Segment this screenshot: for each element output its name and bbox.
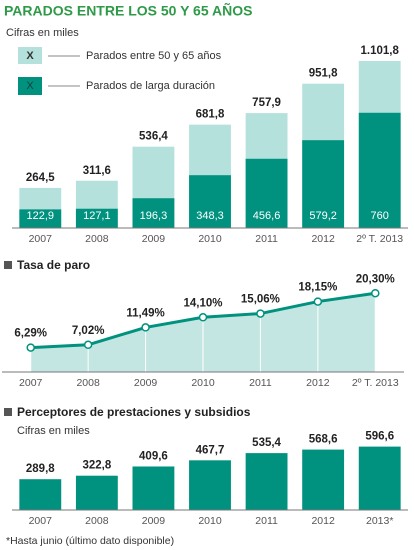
bar: [302, 140, 345, 228]
data-label: 322,8: [82, 460, 111, 472]
bar: [132, 466, 175, 510]
x-tick-label: 2008: [85, 233, 109, 245]
data-label: 6,29%: [14, 328, 47, 340]
bar: [245, 453, 288, 510]
x-tick-label: 2007: [19, 377, 43, 389]
legend-label: Parados entre 50 y 65 años: [86, 50, 222, 62]
data-label: 536,4: [139, 131, 168, 143]
data-label: 14,10%: [183, 297, 222, 309]
x-tick-label: 2008: [85, 515, 109, 527]
bullet: [4, 261, 12, 269]
point: [141, 323, 150, 332]
x-tick-label: 2010: [191, 377, 215, 389]
point: [256, 309, 265, 318]
data-label: 311,6: [83, 165, 111, 177]
x-tick-label: 2º T. 2013: [352, 377, 399, 389]
bar: [189, 175, 231, 228]
x-tick-label: 2007: [29, 233, 53, 245]
bullet: [4, 408, 12, 416]
bar: [19, 479, 62, 510]
legend-marker: X: [26, 50, 34, 62]
point: [198, 313, 208, 322]
data-label: 681,8: [196, 109, 225, 121]
bar: [302, 449, 345, 510]
point: [371, 288, 380, 298]
x-tick-label: 2009: [142, 515, 166, 527]
bar: [358, 112, 401, 228]
data-label: 456,6: [253, 210, 281, 222]
x-tick-label: 2011: [255, 233, 278, 245]
bar: [358, 446, 401, 510]
chart-title: Perceptores de prestaciones y subsidios: [17, 405, 251, 419]
data-label: 264,5: [26, 172, 55, 184]
data-label: 18,15%: [298, 282, 337, 294]
x-tick-label: 2012: [311, 515, 335, 527]
data-label: 7,02%: [72, 325, 105, 337]
bar: [75, 475, 118, 510]
x-tick-label: 2010: [198, 515, 222, 527]
data-label: 20,30%: [356, 273, 395, 285]
legend-label: Parados de larga duración: [86, 80, 215, 92]
data-label: 757,9: [252, 97, 281, 109]
data-label: 289,8: [26, 463, 55, 475]
x-tick-label: 2007: [29, 515, 53, 527]
data-label: 760: [371, 210, 389, 222]
x-tick-label: 2012: [306, 377, 330, 389]
data-label: 596,6: [365, 431, 394, 443]
point: [313, 297, 323, 306]
bar: [189, 460, 231, 510]
data-label: 348,3: [196, 210, 224, 222]
x-tick-label: 2009: [142, 233, 166, 245]
data-label: 127,1: [83, 210, 111, 222]
data-label: 579,2: [309, 210, 337, 222]
legend-swatch: [18, 77, 42, 95]
data-label: 951,8: [309, 68, 338, 80]
legend-swatch: [18, 47, 42, 64]
data-label: 409,6: [139, 451, 168, 463]
x-tick-label: 2011: [255, 515, 278, 527]
data-label: 122,9: [27, 210, 55, 222]
bar: [245, 158, 288, 228]
x-tick-label: 2009: [134, 377, 158, 389]
data-label: 15,06%: [241, 294, 280, 306]
x-tick-label: 2010: [198, 233, 222, 245]
bar: [75, 208, 118, 228]
data-label: 1.101,8: [361, 45, 400, 57]
x-tick-label: 2011: [249, 377, 272, 389]
bar: [19, 209, 62, 228]
footnote: *Hasta junio (último dato disponible): [6, 535, 174, 547]
x-tick-label: 2013*: [366, 515, 393, 527]
x-tick-label: 2008: [76, 377, 100, 389]
data-label: 568,6: [309, 434, 338, 446]
bar: [132, 198, 175, 228]
point: [83, 340, 93, 350]
x-tick-label: 2º T. 2013: [356, 233, 403, 245]
chart-subtitle: Cifras en miles: [17, 425, 90, 437]
point: [26, 343, 35, 352]
x-tick-label: 2012: [311, 233, 335, 245]
chart-subtitle: Cifras en miles: [6, 27, 79, 39]
data-label: 467,7: [196, 444, 225, 456]
data-label: 11,49%: [126, 307, 164, 319]
chart-title: PARADOS ENTRE LOS 50 Y 65 AÑOS: [4, 2, 252, 19]
data-label: 196,3: [140, 210, 168, 222]
legend-marker: X: [26, 80, 34, 92]
chart-title: Tasa de paro: [17, 258, 90, 272]
data-label: 535,4: [252, 437, 281, 449]
